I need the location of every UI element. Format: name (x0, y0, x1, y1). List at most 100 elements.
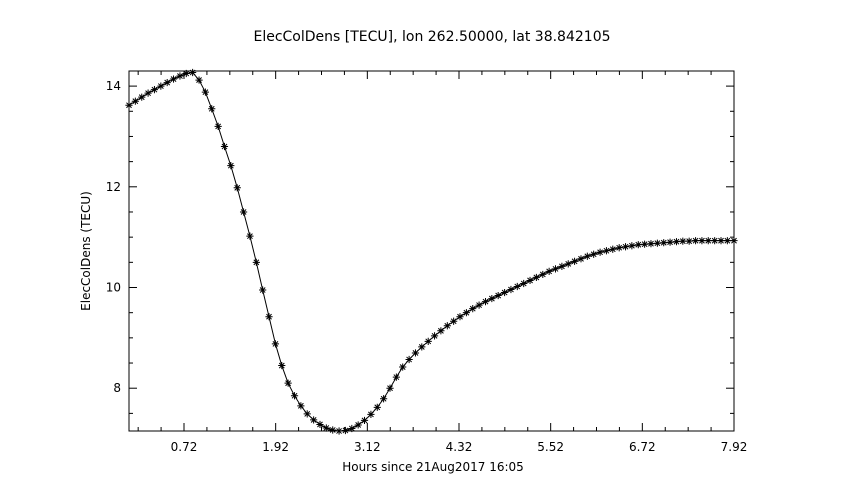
data-point (723, 237, 731, 245)
data-point (615, 244, 623, 252)
data-point (354, 421, 362, 429)
data-point (335, 427, 343, 435)
data-point (539, 270, 547, 279)
data-point (532, 273, 540, 282)
data-point (488, 294, 496, 303)
y-axis-label: ElecColDens (TECU) (79, 191, 93, 311)
data-point (679, 237, 687, 245)
data-point (424, 337, 432, 345)
data-point (373, 403, 381, 411)
x-tick-label: 1.92 (262, 440, 289, 454)
data-point (271, 340, 280, 348)
data-point (348, 424, 356, 433)
data-point (494, 291, 502, 300)
data-point (634, 241, 642, 249)
data-point (462, 309, 471, 317)
data-point (303, 410, 311, 418)
y-tick-label: 12 (106, 180, 121, 194)
data-point (456, 313, 464, 321)
data-point (513, 282, 521, 291)
data-point (672, 238, 681, 246)
data-point (545, 267, 553, 275)
data-point (443, 322, 451, 330)
data-point (367, 410, 375, 418)
data-point (163, 78, 171, 87)
x-tick-label: 0.72 (171, 440, 198, 454)
data-point (150, 86, 159, 94)
data-point (685, 237, 693, 245)
data-point (259, 286, 267, 294)
y-tick-label: 14 (106, 79, 121, 93)
data-point (526, 276, 534, 285)
data-point (239, 208, 248, 216)
plot-frame (128, 70, 735, 432)
x-axis: 0.72 1.92 3.12 4.32 5.52 6.72 7.92 (137, 71, 748, 454)
data-point (641, 240, 649, 248)
data-point (717, 237, 725, 245)
data-point (583, 252, 591, 260)
data-point (475, 301, 483, 309)
data-point (341, 426, 350, 435)
data-point (621, 243, 630, 251)
data-point (392, 373, 400, 381)
data-point (380, 395, 388, 403)
data-point (195, 76, 203, 84)
x-tick-label: 3.12 (354, 440, 381, 454)
data-point (189, 68, 197, 77)
data-point (647, 240, 655, 248)
data-point (609, 245, 617, 253)
data-point (182, 69, 190, 78)
data-point (418, 343, 426, 351)
data-point (252, 258, 260, 266)
data-point (208, 105, 216, 113)
data-point (329, 426, 337, 434)
data-point (322, 424, 330, 432)
data-point (570, 257, 579, 265)
data-point (125, 101, 133, 109)
data-point (290, 392, 299, 400)
data-point (564, 260, 572, 268)
data-point (411, 349, 420, 357)
data-point (405, 355, 413, 364)
data-point (131, 97, 139, 105)
data-point (176, 72, 184, 80)
data-point (430, 332, 439, 340)
data-point (711, 237, 719, 245)
data-point (201, 88, 209, 96)
data-point (628, 242, 636, 250)
data-point (284, 379, 292, 387)
data-point (590, 250, 598, 258)
data-point (469, 305, 477, 313)
y-axis: 8 10 12 14 (106, 79, 734, 414)
data-point (265, 313, 273, 321)
data-point (660, 239, 668, 247)
data-point (450, 317, 458, 325)
x-tick-label: 5.52 (537, 440, 564, 454)
y-tick-label: 8 (113, 381, 121, 395)
chart-title: ElecColDens [TECU], lon 262.50000, lat 3… (253, 29, 610, 45)
data-point (507, 285, 515, 294)
data-point (227, 162, 235, 170)
data-point (310, 416, 318, 424)
data-point (698, 237, 706, 245)
data-point (169, 75, 178, 83)
data-point (437, 327, 445, 335)
data-point (501, 288, 509, 297)
data-point (386, 384, 394, 392)
data-point (360, 416, 369, 425)
data-point (399, 363, 407, 371)
data-point (214, 122, 222, 130)
data-point (551, 265, 560, 273)
data-point (730, 237, 738, 245)
data-point (246, 232, 254, 240)
data-point (157, 82, 165, 90)
x-tick-label: 4.32 (446, 440, 473, 454)
data-point (138, 93, 146, 101)
x-tick-label: 7.92 (721, 440, 748, 454)
x-axis-label: Hours since 21Aug2017 16:05 (342, 460, 524, 474)
data-point (144, 89, 152, 97)
data-point (666, 238, 674, 246)
data-point (297, 402, 305, 410)
data-point (278, 361, 286, 370)
data-point (596, 248, 604, 256)
